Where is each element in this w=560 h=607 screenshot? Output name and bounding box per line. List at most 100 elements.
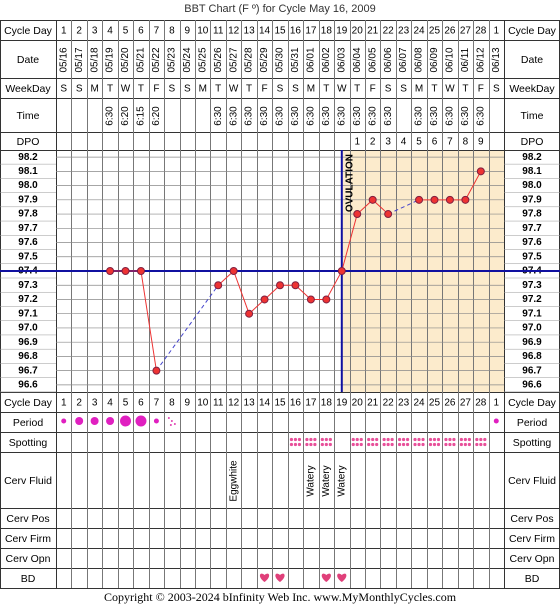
- dot: [432, 442, 437, 447]
- weekday: W: [229, 84, 239, 95]
- time: 6:30: [321, 106, 332, 126]
- cycle-day: 11: [213, 398, 224, 409]
- dot: [324, 437, 328, 442]
- row-label: Cerv Firm: [509, 533, 555, 545]
- dot: [313, 442, 317, 447]
- dot: [475, 437, 479, 442]
- dot: [452, 442, 456, 447]
- cycle-day: 25: [429, 26, 441, 37]
- dot: [428, 437, 433, 442]
- period-dot: [153, 418, 159, 424]
- dot: [324, 442, 328, 447]
- dot: [320, 437, 324, 442]
- cycle-day: 15: [274, 26, 286, 37]
- y-tick-label: 98.0: [18, 180, 38, 191]
- temperature-point: [229, 267, 238, 275]
- dpo: 5: [416, 137, 422, 148]
- dot: [390, 442, 394, 447]
- cycle-day: 23: [398, 26, 410, 37]
- y-tick-label: 96.9: [522, 337, 542, 348]
- time: 6:20: [151, 106, 162, 126]
- date: 05/28: [244, 47, 255, 72]
- dot: [467, 442, 471, 447]
- row-label: Cycle Day: [4, 25, 53, 37]
- weekday: T: [246, 84, 252, 95]
- bd-heart: [275, 573, 285, 582]
- y-tick-label: 97.2: [18, 294, 38, 305]
- dot: [475, 442, 479, 447]
- cycle-day: 1: [61, 26, 67, 37]
- cycle-day: 22: [383, 398, 395, 409]
- cycle-day: 5: [123, 398, 129, 409]
- weekday: S: [277, 84, 284, 95]
- dot: [371, 442, 375, 447]
- y-tick-label: 97.7: [18, 223, 38, 234]
- cycle-day: 3: [92, 26, 98, 37]
- date: 05/21: [136, 47, 147, 72]
- time: 6:15: [136, 106, 147, 126]
- date: 05/26: [213, 47, 224, 72]
- dot: [289, 442, 294, 447]
- temperature-point: [136, 267, 145, 275]
- y-tick-label: 96.8: [522, 351, 542, 362]
- cycle-day: 5: [123, 26, 129, 37]
- dot: [479, 437, 483, 442]
- y-tick-label: 97.5: [522, 251, 542, 262]
- date: 06/12: [475, 47, 486, 72]
- cycle-day: 1: [493, 26, 499, 37]
- date: 05/24: [182, 47, 193, 72]
- weekday: S: [385, 84, 392, 95]
- period-dot: [90, 417, 99, 425]
- date: 06/08: [414, 47, 425, 72]
- spotting-dots: [459, 437, 471, 447]
- dot: [309, 442, 313, 447]
- cycle-day: 18: [321, 398, 333, 409]
- spotting-dots: [475, 437, 487, 447]
- cycle-day: 21: [367, 398, 379, 409]
- cycle-day: 20: [352, 26, 364, 37]
- dot: [436, 442, 441, 447]
- y-tick-label: 97.0: [18, 323, 38, 334]
- dot: [293, 437, 298, 442]
- time: 6:30: [244, 106, 255, 126]
- temperature-point: [291, 281, 300, 290]
- temperature-point: [337, 267, 346, 275]
- y-tick-label: 97.2: [522, 294, 542, 305]
- dot: [459, 442, 463, 447]
- temperature-point: [152, 366, 161, 375]
- cycle-day: 24: [413, 398, 425, 409]
- cycle-day: 8: [169, 26, 175, 37]
- dpo: 7: [447, 137, 453, 148]
- chart-title: BBT Chart (F º) for Cycle May 16, 2009: [184, 3, 376, 15]
- row-label: BD: [21, 573, 36, 585]
- row-label: Cerv Pos: [510, 513, 553, 525]
- cycle-day: 26: [444, 398, 456, 409]
- spotting-dots: [367, 437, 379, 447]
- dot: [397, 442, 402, 447]
- dot: [479, 442, 483, 447]
- date: 06/11: [460, 47, 471, 72]
- dpo: 2: [370, 137, 376, 148]
- weekday: T: [107, 84, 113, 95]
- dot: [417, 437, 421, 442]
- dot: [386, 437, 390, 442]
- cerv-fluid: Eggwhite: [228, 460, 239, 502]
- weekday: T: [138, 84, 144, 95]
- row-label: Cycle Day: [508, 397, 557, 409]
- date: 06/02: [321, 47, 332, 72]
- dot: [448, 437, 452, 442]
- cycle-day: 13: [244, 26, 256, 37]
- dot: [413, 442, 417, 447]
- dot: [169, 424, 172, 426]
- cycle-day: 27: [460, 398, 472, 409]
- cycle-day: 13: [244, 398, 256, 409]
- temperature-point: [245, 309, 254, 318]
- temperature-point: [461, 195, 470, 204]
- dpo: 3: [385, 137, 391, 148]
- cycle-day: 11: [213, 26, 224, 37]
- cycle-day: 17: [305, 26, 317, 37]
- cycle-day: 1: [61, 398, 67, 409]
- dpo: 8: [463, 137, 469, 148]
- cycle-day: 20: [352, 398, 364, 409]
- weekday: S: [292, 84, 299, 95]
